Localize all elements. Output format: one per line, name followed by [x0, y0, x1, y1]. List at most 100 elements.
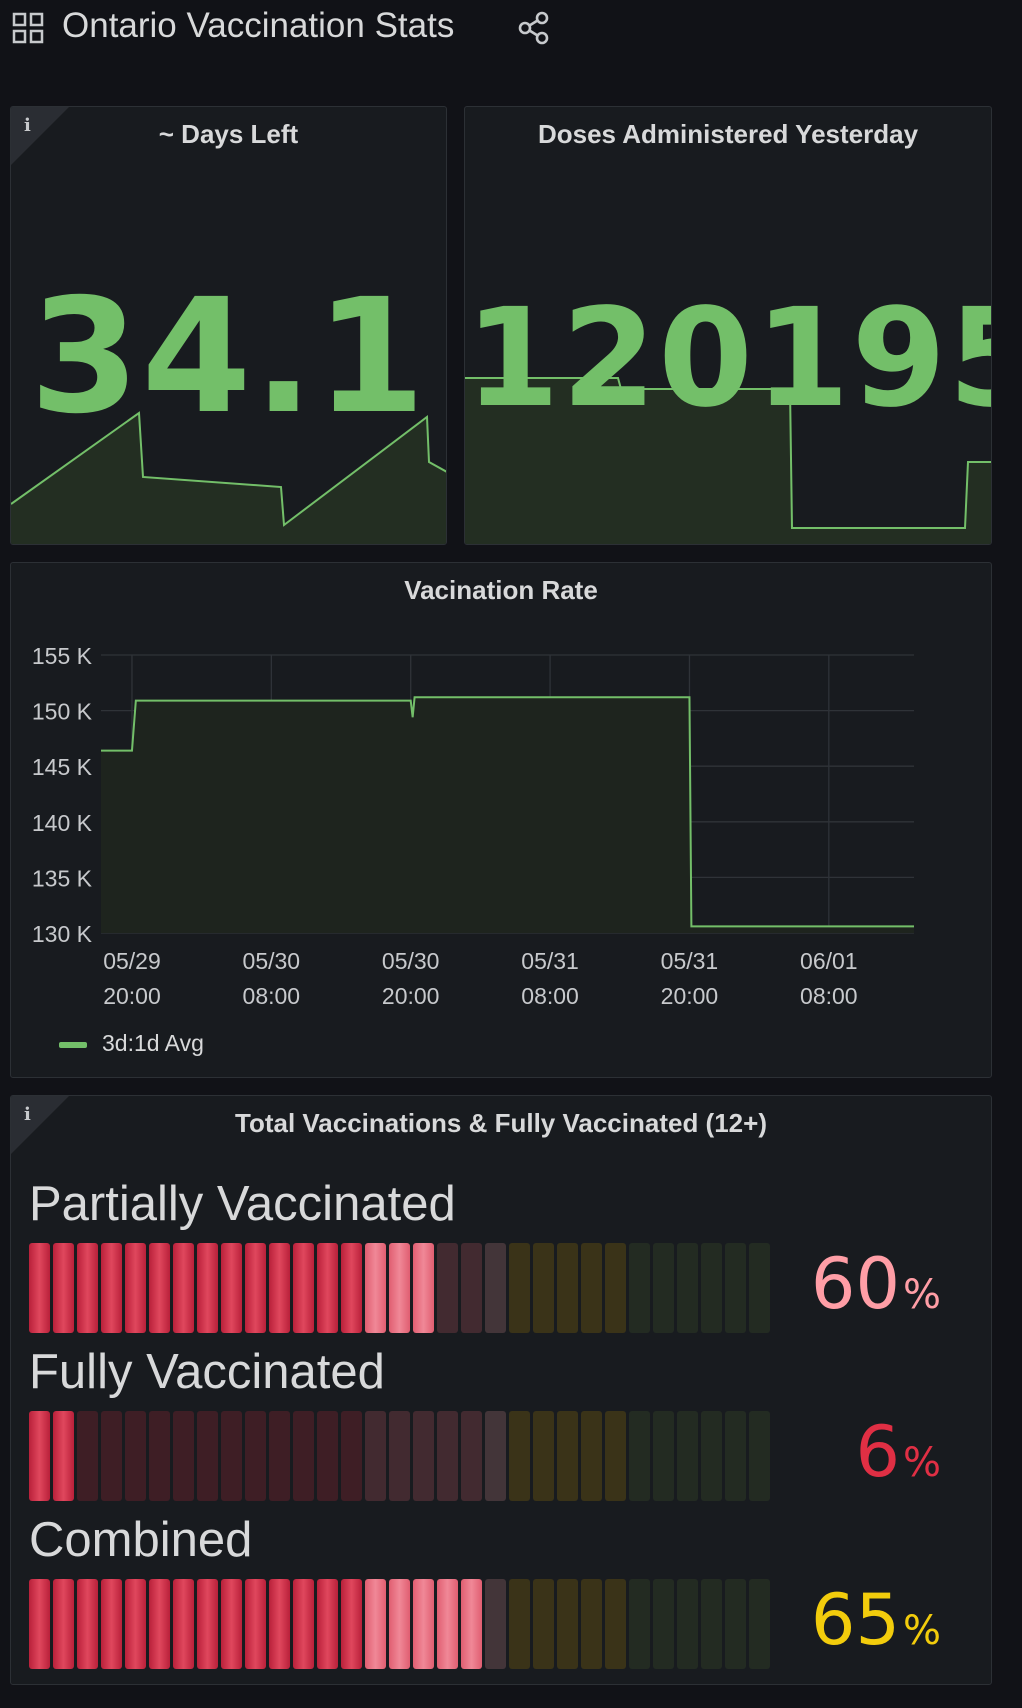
gauge-value-partial: 60%: [811, 1243, 941, 1325]
gauge-cell: [629, 1579, 650, 1669]
gauge-cell: [269, 1243, 290, 1333]
gauge-cell: [605, 1243, 626, 1333]
panel-title: Doses Administered Yesterday: [537, 119, 919, 149]
gauge-cell: [77, 1243, 98, 1333]
days-left-sparkline: [11, 411, 446, 544]
x-tick-label: 08:00: [800, 983, 858, 1009]
gauge-cell: [341, 1243, 362, 1333]
gauge-cell: [413, 1243, 434, 1333]
gauge-cell: [197, 1411, 218, 1501]
gauge-cell: [749, 1411, 770, 1501]
gauge-cell: [293, 1579, 314, 1669]
gauge-cell: [581, 1411, 602, 1501]
gauge-cell: [173, 1243, 194, 1333]
x-tick-label: 05/31: [661, 948, 719, 974]
gauge-label-partial: Partially Vaccinated: [29, 1177, 456, 1231]
gauge-cell: [221, 1579, 242, 1669]
gauge-cell: [509, 1411, 530, 1501]
x-tick-label: 20:00: [103, 983, 161, 1009]
gauge-cell: [629, 1411, 650, 1501]
gauge-cell: [437, 1243, 458, 1333]
share-icon[interactable]: [516, 10, 552, 46]
gauge-cell: [509, 1579, 530, 1669]
gauge-cell: [77, 1411, 98, 1501]
gauge-cell: [461, 1243, 482, 1333]
gauge-number: 60: [810, 1243, 900, 1325]
gauge-number: 6: [855, 1411, 900, 1493]
gauge-cell: [653, 1411, 674, 1501]
gauge-cell: [293, 1411, 314, 1501]
gauge-cell: [581, 1579, 602, 1669]
gauge-cell: [53, 1243, 74, 1333]
legend-label[interactable]: 3d:1d Avg: [102, 1030, 204, 1056]
gauge-cell: [197, 1579, 218, 1669]
gauge-unit: %: [902, 1272, 941, 1318]
gauge-cell: [317, 1579, 338, 1669]
gauge-cell: [749, 1243, 770, 1333]
gauge-cell: [245, 1411, 266, 1501]
gauge-cell: [437, 1411, 458, 1501]
gauge-cell: [245, 1243, 266, 1333]
gauge-cell: [29, 1243, 50, 1333]
gauge-cell: [461, 1411, 482, 1501]
gauge-cell: [53, 1411, 74, 1501]
gauge-cell: [605, 1411, 626, 1501]
panel-title: Vacination Rate: [404, 575, 598, 605]
x-tick-label: 06/01: [800, 948, 858, 974]
x-tick-label: 20:00: [382, 983, 440, 1009]
gauge-cell: [629, 1243, 650, 1333]
gauge-cell: [725, 1243, 746, 1333]
gauge-cell: [221, 1243, 242, 1333]
gauge-cell: [173, 1411, 194, 1501]
vaccinated-panel[interactable]: i Total Vaccinations & Fully Vaccinated …: [10, 1095, 992, 1685]
gauge-cell: [725, 1411, 746, 1501]
gauge-cell: [677, 1579, 698, 1669]
gauge-cell: [269, 1579, 290, 1669]
gauge-cell: [29, 1411, 50, 1501]
dashboard-title[interactable]: Ontario Vaccination Stats: [62, 6, 455, 45]
gauge-label-combined: Combined: [29, 1513, 253, 1567]
gauge-cell: [605, 1579, 626, 1669]
gauge-cell: [221, 1411, 242, 1501]
x-tick-label: 08:00: [243, 983, 301, 1009]
gauge-label-fully: Fully Vaccinated: [29, 1345, 385, 1399]
gauge-cell: [557, 1411, 578, 1501]
gauge-cell: [461, 1579, 482, 1669]
info-icon[interactable]: i: [11, 107, 69, 165]
gauge-cell: [269, 1411, 290, 1501]
gauge-cell: [389, 1411, 410, 1501]
vaccination-rate-panel[interactable]: Vacination Rate 130 K 135 K 140 K 145 K 150 …: [10, 562, 992, 1078]
gauge-cell: [437, 1579, 458, 1669]
gauge-cell: [533, 1243, 554, 1333]
gauge-cell: [701, 1411, 722, 1501]
gauge-cell: [101, 1243, 122, 1333]
gauge-cell: [653, 1579, 674, 1669]
doses-panel[interactable]: Doses Administered Yesterday 120195: [464, 106, 992, 545]
y-tick-label: 135 K: [32, 865, 93, 891]
gauge-cell: [677, 1243, 698, 1333]
y-tick-label: 150 K: [32, 699, 93, 725]
days-left-panel[interactable]: i ~ Days Left 34.1: [10, 106, 447, 545]
gauge-cell: [245, 1579, 266, 1669]
gauge-cell: [533, 1579, 554, 1669]
gauge-cell: [557, 1579, 578, 1669]
gauge-cell: [749, 1579, 770, 1669]
gauge-cell: [293, 1243, 314, 1333]
gauge-cell: [149, 1411, 170, 1501]
y-tick-label: 140 K: [32, 810, 93, 836]
gauge-unit: %: [902, 1608, 941, 1654]
gauge-cell: [485, 1579, 506, 1669]
gauge-cell: [173, 1579, 194, 1669]
gauge-cell: [149, 1579, 170, 1669]
gauge-cell: [677, 1411, 698, 1501]
dashboard-header: Ontario Vaccination Stats: [0, 0, 1022, 60]
info-icon[interactable]: i: [11, 1096, 69, 1154]
gauge-cell: [581, 1243, 602, 1333]
svg-text:i: i: [24, 115, 31, 136]
legend-swatch: [59, 1042, 87, 1048]
x-tick-label: 05/30: [243, 948, 301, 974]
grid-icon[interactable]: [12, 12, 44, 44]
gauge-cell: [413, 1579, 434, 1669]
y-tick-label: 155 K: [32, 643, 93, 669]
gauge-cell: [389, 1579, 410, 1669]
